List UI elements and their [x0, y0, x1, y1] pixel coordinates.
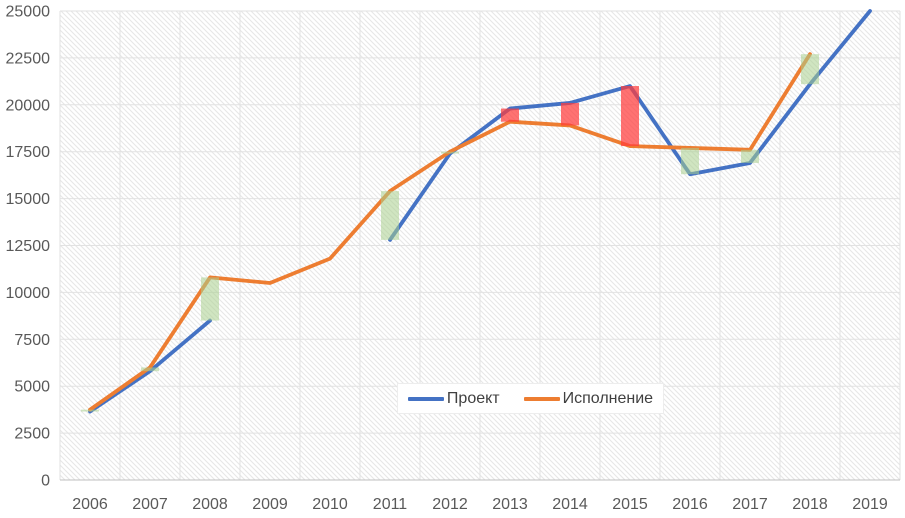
x-axis-label: 2007 [132, 496, 168, 513]
x-axis-label: 2006 [72, 496, 108, 513]
x-axis-labels: 2006 2007 2008 2009 2010 2011 2012 2013 2014 2015… [72, 496, 888, 513]
x-axis-label: 2018 [792, 496, 828, 513]
y-axis-label: 5000 [14, 379, 50, 396]
y-axis-label: 12500 [6, 238, 51, 255]
y-axis-label: 22500 [6, 50, 51, 67]
up-bar [81, 409, 99, 412]
up-bar [741, 149, 759, 163]
up-bar [201, 277, 219, 321]
x-axis-label: 2015 [612, 496, 648, 513]
down-bar [621, 86, 639, 147]
y-axis-labels: 0 2500 5000 7500 10000 12500 15000 17500 20000 22… [6, 4, 51, 490]
up-bar [141, 367, 159, 372]
y-axis-label: 0 [41, 473, 50, 490]
legend-swatch-execution [523, 396, 560, 401]
y-axis-label: 15000 [6, 191, 51, 208]
up-down-bars [81, 54, 819, 412]
down-bar [501, 108, 519, 122]
legend-item-project[interactable]: Проект [407, 389, 500, 407]
legend-item-execution[interactable]: Исполнение [523, 389, 654, 407]
up-bar [801, 54, 819, 85]
x-axis-label: 2013 [492, 496, 528, 513]
x-axis-label: 2016 [672, 496, 708, 513]
up-bar [441, 151, 459, 154]
x-axis-label: 2019 [852, 496, 888, 513]
legend-swatch-project [407, 396, 444, 401]
x-axis-label: 2011 [373, 496, 408, 513]
x-axis-label: 2009 [252, 496, 288, 513]
y-axis-label: 20000 [6, 97, 51, 114]
y-axis-label: 10000 [6, 285, 51, 302]
x-axis-label: 2012 [432, 496, 468, 513]
down-bar [561, 102, 579, 126]
legend-label-project: Проект [446, 389, 500, 407]
y-axis-label: 17500 [6, 144, 51, 161]
y-axis-label: 2500 [14, 426, 50, 443]
up-bar [681, 147, 699, 175]
up-bar [381, 191, 399, 240]
x-axis-label: 2010 [312, 496, 348, 513]
x-axis-label: 2014 [552, 496, 588, 513]
x-axis-label: 2017 [732, 496, 768, 513]
legend-label-execution: Исполнение [562, 389, 654, 407]
y-axis-label: 7500 [14, 332, 50, 349]
legend[interactable]: Проект Исполнение [397, 383, 664, 414]
y-axis-label: 25000 [6, 4, 51, 21]
x-axis-label: 2008 [192, 496, 228, 513]
